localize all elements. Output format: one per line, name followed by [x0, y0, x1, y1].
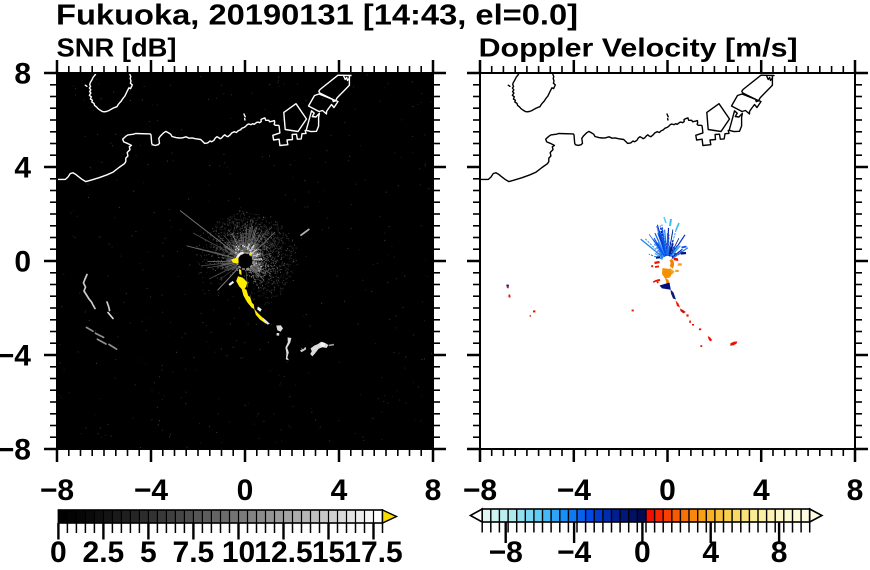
svg-text:15: 15: [312, 536, 345, 569]
svg-text:10: 10: [222, 536, 255, 569]
svg-text:−8: −8: [489, 536, 523, 569]
svg-text:7.5: 7.5: [173, 536, 215, 569]
svg-text:17.5: 17.5: [344, 536, 402, 569]
svg-text:4: 4: [331, 474, 348, 507]
svg-text:8: 8: [771, 536, 788, 569]
svg-text:8: 8: [425, 474, 442, 507]
svg-text:0: 0: [14, 246, 31, 279]
svg-text:Doppler Velocity [m/s]: Doppler Velocity [m/s]: [479, 33, 798, 63]
svg-text:Fukuoka, 20190131 [14:43, el=0: Fukuoka, 20190131 [14:43, el=0.0]: [56, 0, 578, 32]
svg-text:4: 4: [14, 152, 31, 185]
svg-text:4: 4: [753, 474, 770, 507]
svg-text:−4: −4: [557, 474, 592, 507]
svg-text:−8: −8: [463, 474, 497, 507]
svg-text:0: 0: [634, 536, 651, 569]
svg-text:0: 0: [659, 474, 676, 507]
svg-text:−4: −4: [134, 474, 169, 507]
svg-text:8: 8: [14, 58, 31, 91]
svg-text:8: 8: [847, 474, 864, 507]
svg-text:0: 0: [237, 474, 254, 507]
svg-text:2.5: 2.5: [83, 536, 125, 569]
svg-text:−4: −4: [557, 536, 592, 569]
svg-text:12.5: 12.5: [254, 536, 312, 569]
svg-text:0: 0: [50, 536, 67, 569]
svg-text:SNR [dB]: SNR [dB]: [57, 33, 177, 63]
svg-text:−4: −4: [0, 340, 31, 373]
svg-text:−8: −8: [40, 474, 74, 507]
svg-text:4: 4: [702, 536, 719, 569]
svg-text:5: 5: [140, 536, 157, 569]
svg-text:−8: −8: [0, 434, 31, 467]
